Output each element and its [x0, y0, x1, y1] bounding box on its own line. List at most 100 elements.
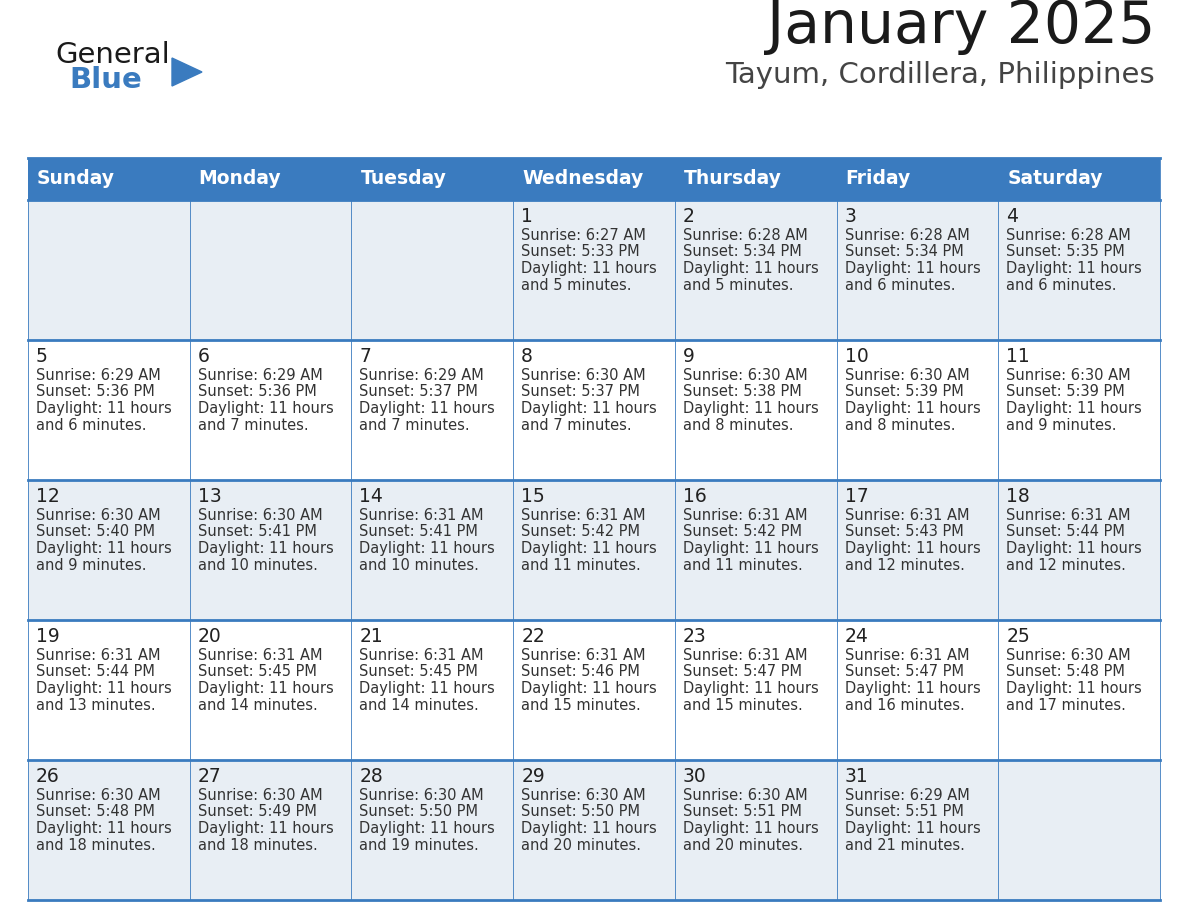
Text: Sunrise: 6:28 AM: Sunrise: 6:28 AM [845, 228, 969, 243]
Text: Sunset: 5:39 PM: Sunset: 5:39 PM [1006, 385, 1125, 399]
Text: and 19 minutes.: and 19 minutes. [360, 837, 479, 853]
Text: Sunrise: 6:30 AM: Sunrise: 6:30 AM [1006, 648, 1131, 663]
Text: Sunrise: 6:31 AM: Sunrise: 6:31 AM [522, 648, 645, 663]
Text: Sunset: 5:41 PM: Sunset: 5:41 PM [360, 524, 479, 540]
Text: Sunrise: 6:31 AM: Sunrise: 6:31 AM [36, 648, 160, 663]
Text: 14: 14 [360, 487, 384, 506]
Text: January 2025: January 2025 [766, 0, 1155, 55]
Text: 13: 13 [197, 487, 221, 506]
Text: Sunrise: 6:31 AM: Sunrise: 6:31 AM [360, 648, 484, 663]
Text: Blue: Blue [69, 66, 141, 94]
Text: 29: 29 [522, 767, 545, 786]
Text: Daylight: 11 hours: Daylight: 11 hours [683, 261, 819, 276]
Text: Sunrise: 6:28 AM: Sunrise: 6:28 AM [683, 228, 808, 243]
Text: 23: 23 [683, 627, 707, 646]
Text: Daylight: 11 hours: Daylight: 11 hours [197, 681, 334, 696]
Text: Sunset: 5:36 PM: Sunset: 5:36 PM [197, 385, 316, 399]
Text: Sunrise: 6:30 AM: Sunrise: 6:30 AM [197, 508, 322, 523]
Text: Sunset: 5:49 PM: Sunset: 5:49 PM [197, 804, 316, 820]
Text: General: General [55, 41, 170, 69]
Text: Tayum, Cordillera, Philippines: Tayum, Cordillera, Philippines [726, 61, 1155, 89]
Text: Sunset: 5:41 PM: Sunset: 5:41 PM [197, 524, 316, 540]
Text: Sunrise: 6:31 AM: Sunrise: 6:31 AM [1006, 508, 1131, 523]
Text: Sunrise: 6:29 AM: Sunrise: 6:29 AM [36, 368, 160, 383]
Text: and 10 minutes.: and 10 minutes. [360, 557, 479, 573]
Text: Thursday: Thursday [684, 170, 782, 188]
Text: Sunset: 5:45 PM: Sunset: 5:45 PM [197, 665, 316, 679]
Text: Sunrise: 6:31 AM: Sunrise: 6:31 AM [683, 648, 808, 663]
Text: 7: 7 [360, 347, 372, 366]
Text: Daylight: 11 hours: Daylight: 11 hours [1006, 261, 1142, 276]
Text: Daylight: 11 hours: Daylight: 11 hours [197, 541, 334, 556]
Text: 31: 31 [845, 767, 868, 786]
Text: Daylight: 11 hours: Daylight: 11 hours [522, 401, 657, 416]
Text: 3: 3 [845, 207, 857, 226]
Text: 5: 5 [36, 347, 48, 366]
Text: and 8 minutes.: and 8 minutes. [683, 418, 794, 432]
Text: and 20 minutes.: and 20 minutes. [522, 837, 642, 853]
Text: and 5 minutes.: and 5 minutes. [683, 277, 794, 293]
Polygon shape [172, 58, 202, 86]
Text: and 20 minutes.: and 20 minutes. [683, 837, 803, 853]
Text: 16: 16 [683, 487, 707, 506]
Text: Sunrise: 6:30 AM: Sunrise: 6:30 AM [36, 788, 160, 803]
Text: 27: 27 [197, 767, 221, 786]
Text: and 7 minutes.: and 7 minutes. [197, 418, 309, 432]
Text: Sunset: 5:47 PM: Sunset: 5:47 PM [683, 665, 802, 679]
Text: 21: 21 [360, 627, 384, 646]
Text: 26: 26 [36, 767, 59, 786]
Text: Sunrise: 6:30 AM: Sunrise: 6:30 AM [845, 368, 969, 383]
Text: and 12 minutes.: and 12 minutes. [1006, 557, 1126, 573]
Text: Sunrise: 6:30 AM: Sunrise: 6:30 AM [683, 788, 808, 803]
Text: Daylight: 11 hours: Daylight: 11 hours [197, 401, 334, 416]
Text: Daylight: 11 hours: Daylight: 11 hours [360, 821, 495, 836]
Text: Sunrise: 6:29 AM: Sunrise: 6:29 AM [845, 788, 969, 803]
Text: and 7 minutes.: and 7 minutes. [522, 418, 632, 432]
Text: Sunset: 5:36 PM: Sunset: 5:36 PM [36, 385, 154, 399]
Text: 15: 15 [522, 487, 545, 506]
Text: Sunset: 5:42 PM: Sunset: 5:42 PM [522, 524, 640, 540]
Text: Sunset: 5:39 PM: Sunset: 5:39 PM [845, 385, 963, 399]
Text: 25: 25 [1006, 627, 1030, 646]
Text: and 6 minutes.: and 6 minutes. [1006, 277, 1117, 293]
Text: Daylight: 11 hours: Daylight: 11 hours [683, 681, 819, 696]
Text: Daylight: 11 hours: Daylight: 11 hours [36, 401, 172, 416]
Text: 1: 1 [522, 207, 533, 226]
Text: Sunset: 5:35 PM: Sunset: 5:35 PM [1006, 244, 1125, 260]
Text: and 13 minutes.: and 13 minutes. [36, 698, 156, 712]
Text: and 11 minutes.: and 11 minutes. [683, 557, 803, 573]
Text: 28: 28 [360, 767, 384, 786]
Text: Sunrise: 6:31 AM: Sunrise: 6:31 AM [522, 508, 645, 523]
Text: Sunrise: 6:31 AM: Sunrise: 6:31 AM [197, 648, 322, 663]
Text: Daylight: 11 hours: Daylight: 11 hours [522, 681, 657, 696]
Text: and 9 minutes.: and 9 minutes. [1006, 418, 1117, 432]
Text: Sunrise: 6:31 AM: Sunrise: 6:31 AM [360, 508, 484, 523]
Text: Sunrise: 6:31 AM: Sunrise: 6:31 AM [845, 648, 969, 663]
Text: Daylight: 11 hours: Daylight: 11 hours [845, 401, 980, 416]
Text: Sunset: 5:42 PM: Sunset: 5:42 PM [683, 524, 802, 540]
Text: Daylight: 11 hours: Daylight: 11 hours [360, 681, 495, 696]
Text: 30: 30 [683, 767, 707, 786]
Text: Sunrise: 6:30 AM: Sunrise: 6:30 AM [683, 368, 808, 383]
Text: and 5 minutes.: and 5 minutes. [522, 277, 632, 293]
Text: and 7 minutes.: and 7 minutes. [360, 418, 470, 432]
Text: Daylight: 11 hours: Daylight: 11 hours [683, 541, 819, 556]
Text: 18: 18 [1006, 487, 1030, 506]
Text: Daylight: 11 hours: Daylight: 11 hours [845, 681, 980, 696]
Text: Sunset: 5:33 PM: Sunset: 5:33 PM [522, 244, 640, 260]
Text: and 6 minutes.: and 6 minutes. [845, 277, 955, 293]
Text: Daylight: 11 hours: Daylight: 11 hours [522, 821, 657, 836]
Text: and 15 minutes.: and 15 minutes. [683, 698, 803, 712]
Text: Sunset: 5:44 PM: Sunset: 5:44 PM [1006, 524, 1125, 540]
Text: Daylight: 11 hours: Daylight: 11 hours [845, 261, 980, 276]
Text: Monday: Monday [198, 170, 282, 188]
Text: Sunday: Sunday [37, 170, 115, 188]
Text: 20: 20 [197, 627, 221, 646]
Text: and 21 minutes.: and 21 minutes. [845, 837, 965, 853]
Text: Sunset: 5:51 PM: Sunset: 5:51 PM [845, 804, 963, 820]
Text: Sunrise: 6:30 AM: Sunrise: 6:30 AM [522, 368, 646, 383]
Text: Sunset: 5:37 PM: Sunset: 5:37 PM [522, 385, 640, 399]
Text: Daylight: 11 hours: Daylight: 11 hours [683, 821, 819, 836]
Text: Sunrise: 6:28 AM: Sunrise: 6:28 AM [1006, 228, 1131, 243]
Text: Daylight: 11 hours: Daylight: 11 hours [360, 541, 495, 556]
